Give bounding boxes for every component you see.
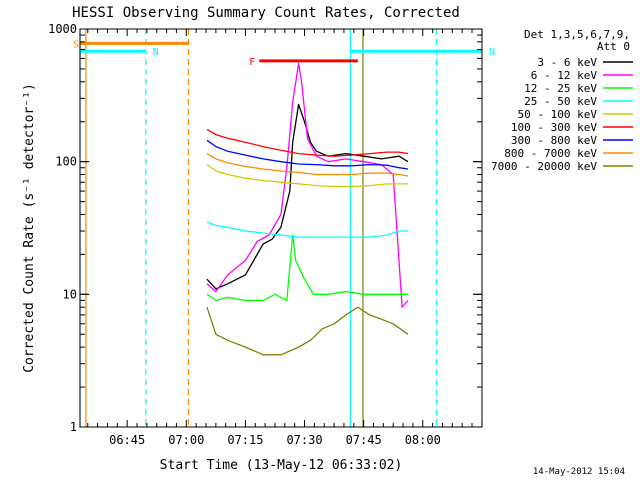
x-axis-label: Start Time (13-May-12 06:33:02) (160, 458, 403, 473)
footer-timestamp: 14-May-2012 15:04 (533, 467, 625, 477)
annotation-label-1: N (153, 47, 159, 58)
x-tick-label-1: 07:00 (168, 433, 204, 447)
series-layer (206, 62, 409, 356)
plot-frame (79, 28, 483, 428)
series-line-7 (206, 153, 409, 177)
legend-label-6: 300 - 800 keV (511, 134, 597, 147)
annotation-layer: S N N F (73, 39, 495, 68)
y-axis-label: Corrected Count Rate (s⁻¹ detector⁻¹) (22, 83, 37, 373)
annotation-label-2: N (489, 47, 495, 58)
legend-label-8: 7000 - 20000 keV (491, 160, 597, 173)
series-line-6 (206, 139, 409, 170)
legend-label-5: 100 - 300 keV (511, 121, 597, 134)
legend-header-line-2: Att 0 (597, 40, 630, 53)
x-tick-label-4: 07:45 (346, 433, 382, 447)
legend-label-0: 3 - 6 keV (537, 56, 597, 69)
y-tick-label-2: 100 (55, 155, 77, 169)
annotation-label-0: S (73, 39, 79, 50)
x-tick-label-5: 08:00 (405, 433, 441, 447)
chart-title: HESSI Observing Summary Count Rates, Cor… (72, 5, 460, 21)
series-line-1 (206, 62, 409, 308)
legend-label-7: 800 - 7000 keV (504, 147, 597, 160)
legend-label-3: 25 - 50 keV (524, 95, 597, 108)
y-tick-label-3: 1000 (48, 22, 77, 36)
series-line-0 (206, 103, 409, 290)
legend-label-2: 12 - 25 keV (524, 82, 597, 95)
series-line-2 (206, 234, 408, 302)
series-line-5 (206, 128, 409, 157)
x-tick-label-3: 07:30 (286, 433, 322, 447)
plot-underlay (79, 29, 438, 427)
axis-layer: 06:45 07:00 07:15 07:30 07:45 08:00 1 10 100 1000 (48, 22, 483, 447)
legend-header-line-1: Det 1,3,5,6,7,9, (524, 28, 630, 41)
legend-label-4: 50 - 100 keV (518, 108, 598, 121)
series-line-8 (206, 306, 409, 356)
legend-label-1: 6 - 12 keV (531, 69, 598, 82)
x-tick-label-0: 06:45 (109, 433, 145, 447)
x-tick-label-2: 07:15 (227, 433, 263, 447)
annotation-label-3: F (249, 57, 255, 68)
y-tick-label-1: 10 (63, 287, 77, 301)
y-tick-label-0: 1 (70, 420, 77, 434)
series-line-3 (206, 221, 408, 238)
series-line-4 (206, 164, 408, 188)
